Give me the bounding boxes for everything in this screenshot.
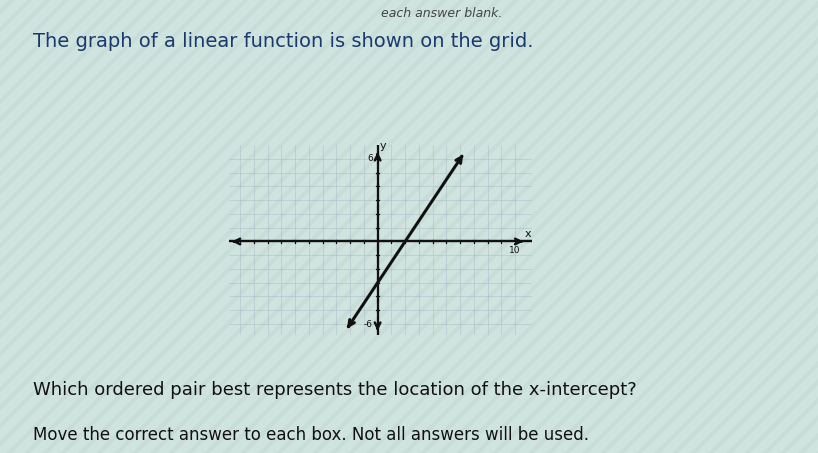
Text: each answer blank.: each answer blank. bbox=[381, 7, 502, 20]
Text: y: y bbox=[380, 141, 387, 151]
Text: x: x bbox=[524, 229, 531, 239]
Text: Which ordered pair best represents the location of the x-intercept?: Which ordered pair best represents the l… bbox=[33, 381, 636, 399]
Text: 10: 10 bbox=[510, 246, 521, 255]
Text: Move the correct answer to each box. Not all answers will be used.: Move the correct answer to each box. Not… bbox=[33, 426, 589, 444]
Text: -6: -6 bbox=[364, 319, 373, 328]
Text: 6: 6 bbox=[367, 154, 373, 164]
Text: The graph of a linear function is shown on the grid.: The graph of a linear function is shown … bbox=[33, 32, 533, 51]
